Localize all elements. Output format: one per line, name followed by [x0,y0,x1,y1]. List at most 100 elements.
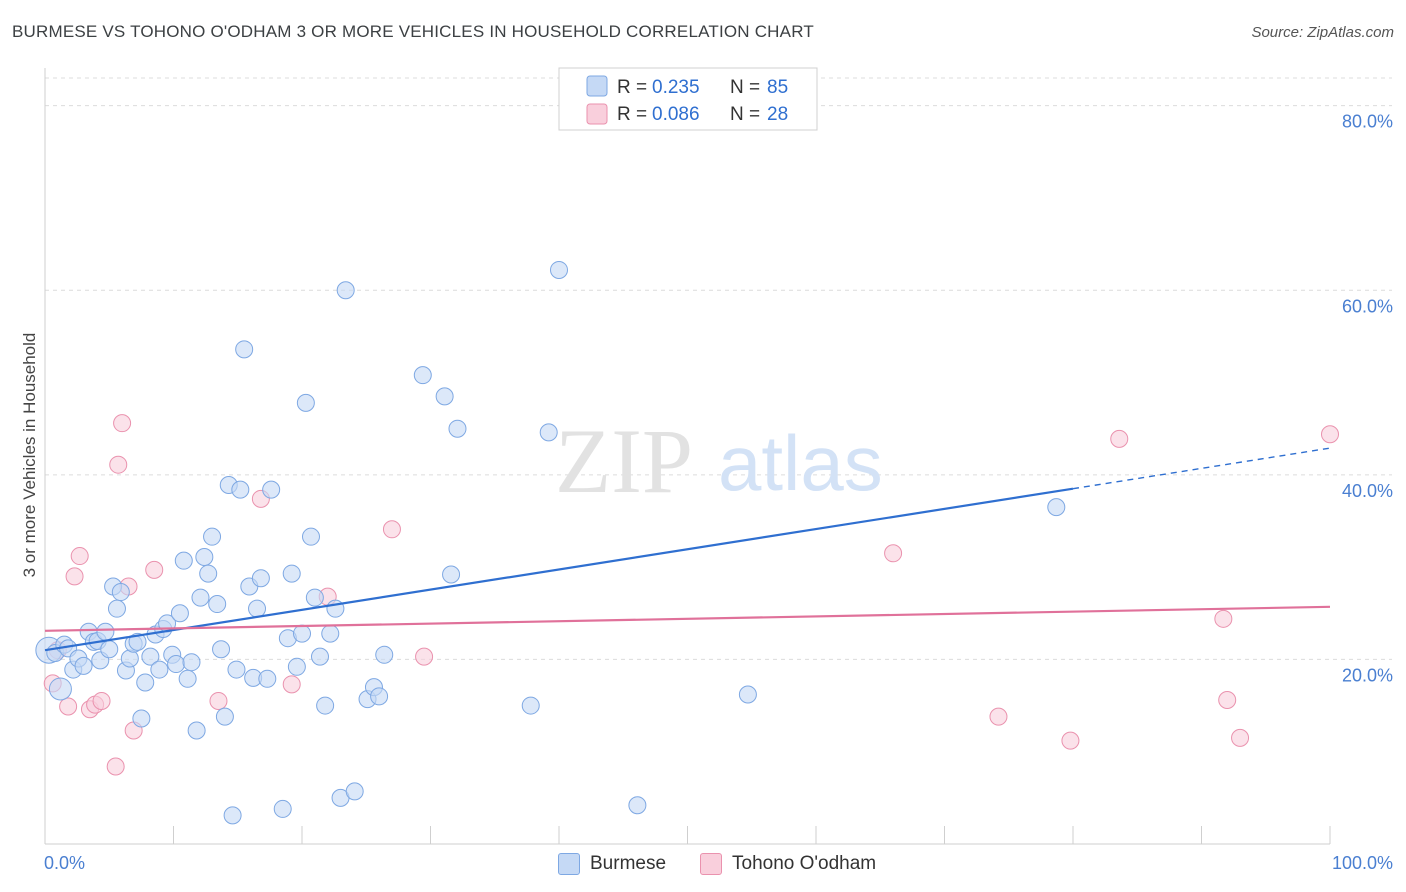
burmese-point-52 [262,480,281,499]
burmese-point-43 [223,806,242,825]
tohono-point-3 [65,567,84,586]
tohono-point-16 [282,675,301,694]
legend-n-label-1: N = [730,77,760,98]
burmese-point-40 [212,640,231,659]
burmese-point-45 [231,480,250,499]
grid-lines [45,77,1392,660]
burmese-point-60 [305,588,324,607]
burmese-point-78 [550,260,568,279]
tohono-point-20 [884,544,903,563]
tohono-point-18 [382,520,401,539]
x-tick-label-0: 0.0% [44,853,85,873]
burmese-point-38 [203,527,222,546]
tohono-point-8 [106,757,125,776]
burmese-point-59 [301,527,320,546]
burmese-point-61 [310,647,329,666]
burmese-point-62 [316,696,335,715]
watermark: ZIP atlas [555,410,883,512]
burmese-point-77 [539,423,558,442]
burmese-point-15 [107,599,126,618]
source-label: Source: ZipAtlas.com [1251,24,1394,41]
burmese-point-36 [195,547,214,566]
burmese-point-71 [375,645,394,664]
bottom-legend-swatch-burmese [558,853,580,875]
y-tick-label-1: 40.0% [1342,481,1393,501]
y-tick-labels: 20.0% 40.0% 60.0% 80.0% [1342,112,1393,686]
burmese-point-35 [191,588,210,607]
burmese-point-30 [170,604,189,623]
bottom-legend-swatch-tohono [700,853,722,875]
burmese-point-50 [251,569,270,588]
tohono-point-24 [1214,609,1233,628]
tohono-point-27 [1321,425,1339,444]
burmese-point-25 [150,660,169,679]
legend-n-label-2: N = [730,104,760,125]
burmese-point-79 [628,796,647,815]
tohono-point-2 [59,697,78,716]
tohono-point-14 [209,691,228,710]
burmese-point-18 [120,649,139,668]
burmese-point-76 [521,696,540,715]
bottom-legend-label-burmese: Burmese [590,853,667,874]
watermark-zip: ZIP [555,410,693,512]
burmese-points [35,260,1066,825]
burmese-point-56 [287,657,306,676]
watermark-atlas: atlas [718,419,883,507]
burmese-point-2 [48,677,72,701]
burmese-point-16 [111,583,130,602]
burmese-point-51 [258,669,277,688]
burmese-point-20 [128,632,147,651]
tohono-point-23 [1110,429,1129,448]
legend-swatch-burmese [586,75,608,97]
burmese-point-29 [167,655,186,674]
x-tick-labels: 0.0% 100.0% [44,853,1393,873]
burmese-point-70 [370,687,389,706]
burmese-point-39 [208,595,227,614]
burmese-point-57 [293,624,311,643]
legend-r-label-1: R = [617,77,647,98]
burmese-point-7 [74,656,93,675]
burmese-point-31 [174,551,193,570]
legend-r-value-2: 0.086 [652,104,700,125]
y-tick-label-3: 80.0% [1342,112,1393,132]
burmese-point-33 [182,653,201,672]
burmese-point-22 [136,673,155,692]
burmese-trend-extension [1072,447,1331,490]
burmese-point-63 [321,624,340,643]
bottom-legend-tohono: Tohono O'odham [700,851,876,877]
burmese-point-49 [248,599,267,618]
trend-lines [44,447,1331,652]
tohono-point-9 [109,455,128,474]
chart-title: BURMESE VS TOHONO O'ODHAM 3 OR MORE VEHI… [12,22,814,41]
tohono-point-22 [1061,731,1080,750]
legend-box: R = 0.235 N = 85 R = 0.086 N = 28 [558,67,818,131]
burmese-point-41 [215,707,234,726]
burmese-point-81 [1047,498,1066,517]
legend-r-value-1: 0.235 [652,77,700,98]
burmese-point-66 [336,281,355,300]
burmese-point-53 [273,799,292,818]
burmese-point-80 [738,685,757,704]
tohono-point-26 [1231,728,1250,747]
tohono-point-10 [113,414,132,433]
tohono-point-13 [145,560,164,579]
tohono-point-25 [1218,691,1237,710]
burmese-point-23 [141,647,160,666]
burmese-point-34 [187,721,206,740]
legend-n-value-2: 28 [767,104,788,125]
y-tick-label-2: 60.0% [1342,296,1393,316]
legend-n-value-1: 85 [767,77,788,98]
burmese-point-55 [282,564,301,583]
bottom-legend-burmese: Burmese [558,851,666,877]
burmese-point-21 [132,709,151,728]
bottom-legend-label-tohono: Tohono O'odham [732,853,877,874]
y-tick-label-0: 20.0% [1342,665,1393,685]
tohono-point-21 [989,707,1008,726]
burmese-point-74 [442,565,461,584]
legend-r-label-2: R = [617,104,647,125]
x-tick-label-1: 100.0% [1332,853,1393,873]
tohono-point-4 [70,547,89,566]
burmese-point-44 [227,660,246,679]
axes [44,68,1331,845]
